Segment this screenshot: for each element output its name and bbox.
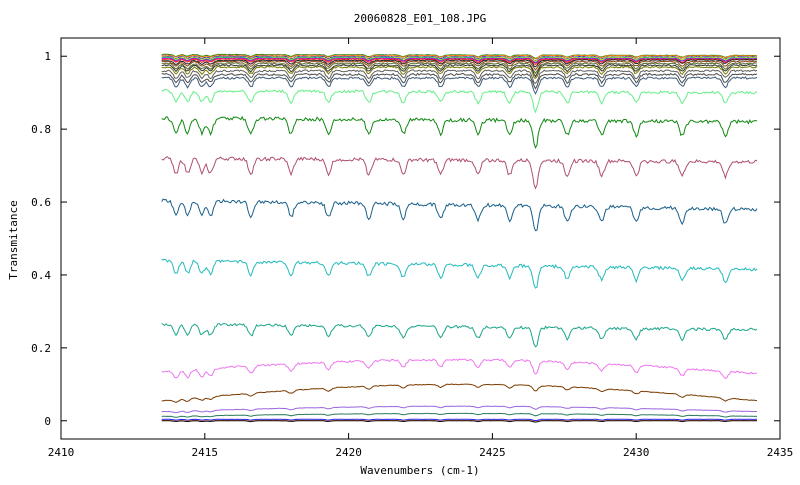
y-tick-label: 0.4 [31, 269, 51, 282]
series-line [161, 115, 758, 149]
x-tick-label: 2415 [192, 446, 219, 459]
x-tick-label: 2425 [479, 446, 506, 459]
series-line [161, 62, 757, 74]
x-tick-label: 2420 [335, 446, 362, 459]
x-tick-label: 2430 [623, 446, 650, 459]
series-line [161, 358, 758, 379]
series-line [161, 54, 758, 60]
series-line [161, 383, 758, 403]
series-line [161, 64, 758, 78]
series-line [161, 156, 758, 190]
axis-ticks: 2410 2415 2420 2425 2430 2435 0 0.2 0.4 0.6 0.8 1 [31, 38, 793, 459]
series-layer [161, 53, 758, 423]
plot-area [60, 37, 781, 440]
series-line [161, 418, 758, 421]
chart-title: 20060828_E01_108.JPG [354, 12, 486, 25]
y-axis-label: Transmitance [7, 200, 20, 279]
y-tick-label: 1 [44, 50, 51, 63]
x-tick-label: 2410 [48, 446, 75, 459]
series-line [161, 420, 757, 423]
series-line [161, 72, 758, 90]
y-tick-label: 0 [44, 415, 51, 428]
series-line [161, 405, 758, 414]
x-tick-label: 2435 [767, 446, 794, 459]
series-line [161, 76, 758, 95]
series-line [161, 258, 758, 289]
x-axis-label: Wavenumbers (cm-1) [360, 464, 479, 477]
series-line [161, 56, 758, 63]
series-line [161, 60, 758, 71]
series-line [161, 69, 758, 85]
y-tick-label: 0.2 [31, 342, 51, 355]
series-line [161, 412, 758, 418]
series-line [161, 198, 758, 232]
series-line [161, 88, 758, 114]
y-tick-label: 0.6 [31, 196, 51, 209]
y-tick-label: 0.8 [31, 123, 51, 136]
series-line [161, 58, 758, 68]
series-line [161, 58, 758, 66]
series-line [161, 65, 758, 79]
series-line [161, 322, 758, 348]
series-line [161, 56, 758, 63]
